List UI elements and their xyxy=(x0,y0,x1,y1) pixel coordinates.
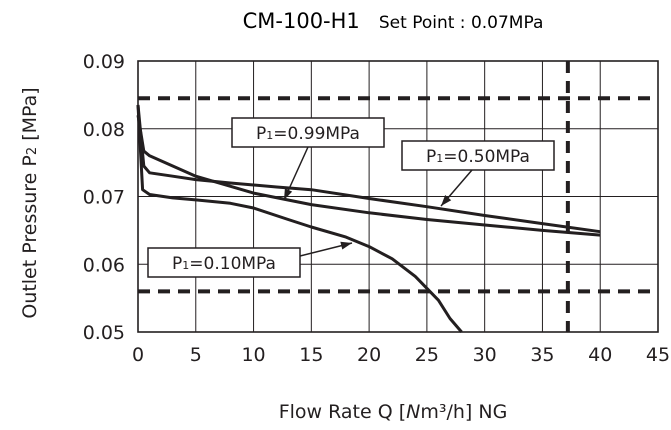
x-tick-label: 10 xyxy=(241,344,265,366)
y-tick-label: 0.05 xyxy=(83,322,125,344)
x-tick-label: 35 xyxy=(530,344,554,366)
x-axis-label-prefix: Flow Rate Q [ xyxy=(279,401,406,423)
series-line-p1-0-50 xyxy=(136,114,601,237)
y-axis-label-sub: 2 xyxy=(25,147,40,155)
x-tick-labels: 0 5 10 15 20 25 30 35 40 45 xyxy=(132,344,670,366)
y-tick-labels: 0.05 0.06 0.07 0.08 0.09 xyxy=(83,51,125,344)
y-axis-label-main: Outlet Pressure P xyxy=(19,155,41,319)
series-label-sub: 1 xyxy=(266,129,273,142)
label-p1-0-99: P1=0.99MPa xyxy=(231,117,385,201)
y-tick-label: 0.08 xyxy=(83,119,125,141)
x-tick-label: 20 xyxy=(357,344,381,366)
x-tick-label: 5 xyxy=(190,344,202,366)
chart-title-main: CM-100-H1 xyxy=(243,9,360,33)
y-axis-label-unit: [MPa] xyxy=(19,87,41,147)
x-tick-label: 25 xyxy=(415,344,439,366)
reference-lines xyxy=(138,61,658,332)
chart-title: CM-100-H1 Set Point : 0.07MPa xyxy=(243,9,544,33)
x-tick-label: 40 xyxy=(588,344,612,366)
arrow-head-icon xyxy=(441,195,452,206)
x-axis-label-suffix: m³/h] NG xyxy=(420,401,507,423)
y-tick-label: 0.07 xyxy=(83,187,125,209)
series-label-text: P1=0.10MPa xyxy=(172,254,276,274)
plot-frame xyxy=(137,60,659,333)
x-axis-label-unit-n: N xyxy=(406,401,420,423)
series-label-box xyxy=(231,117,385,148)
series-line-p1-0-99 xyxy=(136,104,601,234)
series-group xyxy=(136,104,601,333)
x-tick-label: 45 xyxy=(646,344,670,366)
arrow-head-icon xyxy=(284,188,293,200)
series-label-box xyxy=(147,247,301,278)
series-label-main: P xyxy=(172,254,182,274)
x-axis-label: Flow Rate Q [Nm³/h] NG xyxy=(279,401,508,423)
x-tick-label: 0 xyxy=(132,344,144,366)
x-tick-label: 30 xyxy=(473,344,497,366)
series-label-sub: 1 xyxy=(436,152,443,165)
series-label-main: P xyxy=(256,124,266,144)
series-label-text: P1=0.50MPa xyxy=(426,147,530,167)
series-line-p1-0-10 xyxy=(136,104,463,333)
series-label-text: P1=0.99MPa xyxy=(256,124,360,144)
series-label-rest: =0.50MPa xyxy=(443,147,530,167)
series-label-rest: =0.10MPa xyxy=(189,254,276,274)
label-p1-0-50: P1=0.50MPa xyxy=(401,140,555,207)
series-label-main: P xyxy=(426,147,436,167)
y-tick-label: 0.06 xyxy=(83,254,125,276)
arrow-head-icon xyxy=(340,241,352,250)
y-axis-label: Outlet Pressure P2 [MPa] xyxy=(19,87,41,318)
series-label-box xyxy=(401,140,555,171)
label-p1-0-10: P1=0.10MPa xyxy=(147,241,353,278)
x-tick-label: 15 xyxy=(299,344,323,366)
series-label-sub: 1 xyxy=(182,259,189,272)
chart-subtitle: Set Point : 0.07MPa xyxy=(379,13,544,33)
series-label-rest: =0.99MPa xyxy=(273,124,360,144)
y-tick-label: 0.09 xyxy=(83,51,125,73)
